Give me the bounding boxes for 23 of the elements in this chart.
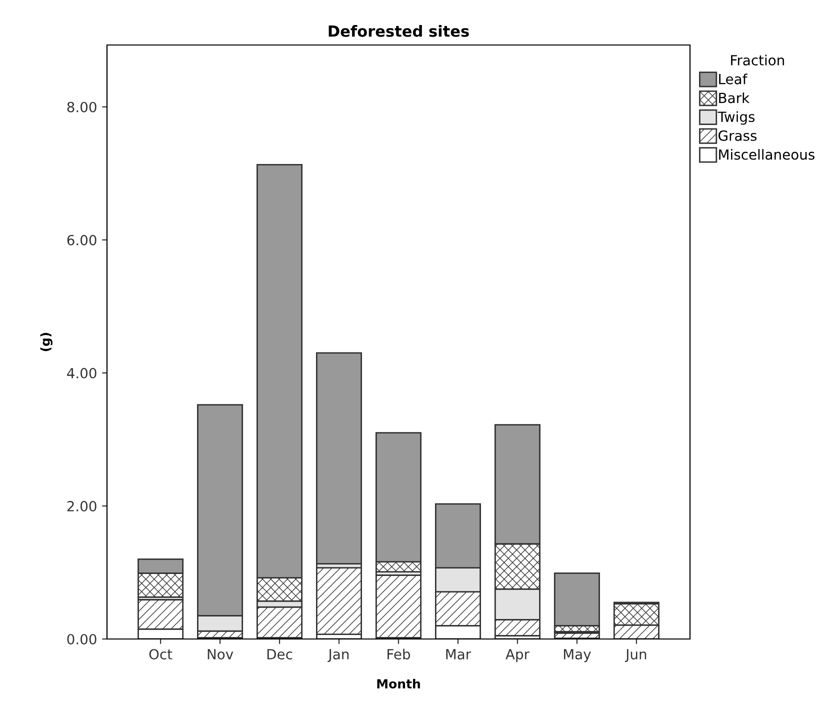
y-tick-label: 0.00: [67, 634, 96, 644]
legend-label: Bark: [719, 92, 750, 104]
chart-title: Deforested sites: [328, 25, 469, 37]
y-tick-label: 2.00: [67, 500, 96, 512]
x-tick-label: Oct: [149, 648, 172, 660]
legend-title: Fraction: [731, 54, 784, 66]
x-tick-label: Jan: [328, 649, 349, 662]
y-axis-title: (g): [40, 332, 52, 352]
legend-label: Miscellaneous: [719, 149, 814, 160]
x-tick-label: Apr: [506, 649, 530, 662]
legend-label: Twigs: [718, 111, 755, 125]
x-tick-label: Dec: [267, 649, 292, 660]
x-axis-title: Month: [377, 678, 420, 689]
x-tick-label: May: [564, 649, 591, 662]
y-tick-label: 8.00: [67, 102, 96, 112]
x-tick-label: Feb: [388, 648, 410, 660]
y-tick-label: 6.00: [67, 234, 96, 246]
legend-label: Leaf: [719, 74, 748, 84]
x-tick-label: Nov: [208, 649, 234, 660]
legend-label: Grass: [718, 130, 757, 141]
x-tick-label: Mar: [446, 649, 472, 660]
x-tick-label: Jun: [624, 649, 646, 662]
y-tick-label: 4.00: [67, 368, 96, 378]
